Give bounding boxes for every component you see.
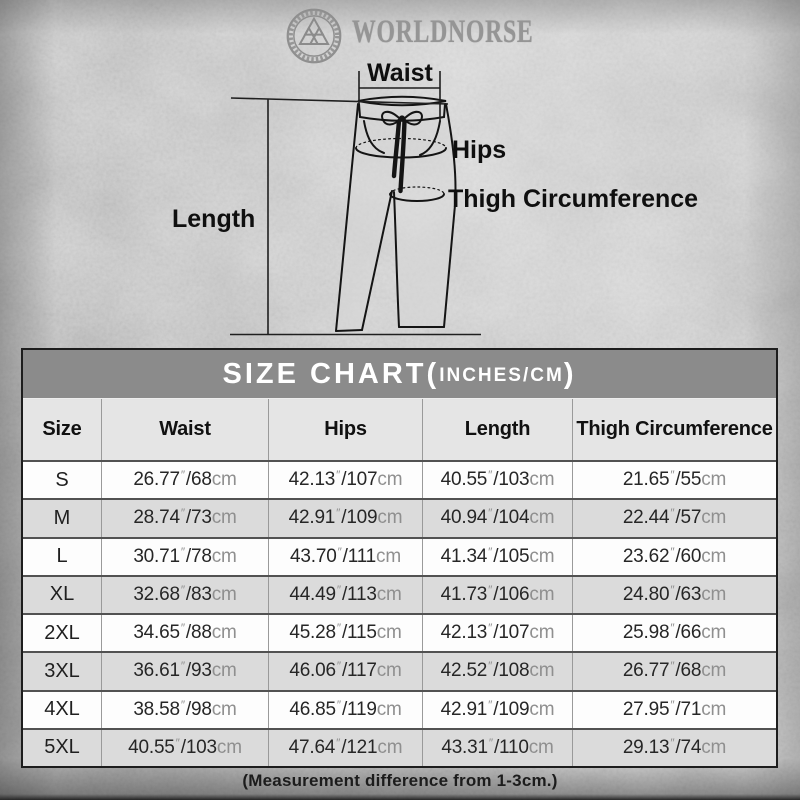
measurement-cell: 42.13 ″/107 cm bbox=[268, 462, 422, 499]
pants-outline bbox=[335, 95, 457, 332]
column-header-thigh: Thigh Circumference bbox=[572, 399, 776, 460]
length-label: Length bbox=[172, 205, 256, 233]
measurement-cell: 40.55 ″/103 cm bbox=[422, 462, 572, 499]
measurement-cell: 28.74 ″/73 cm bbox=[101, 500, 268, 537]
measurement-cell: 47.64 ″/121 cm bbox=[268, 729, 422, 766]
measurement-cell: 27.95 ″/71 cm bbox=[572, 691, 776, 728]
measurement-cell: 42.91 ″/109 cm bbox=[268, 500, 422, 537]
size-chart-title-units: INCHES/CM bbox=[439, 364, 564, 386]
measurement-cell: 29.13 ″/74 cm bbox=[572, 729, 776, 766]
measurement-cell: 40.55 ″/103 cm bbox=[101, 729, 268, 766]
table-header-row: Size Waist Hips Length Thigh Circumferen… bbox=[23, 399, 776, 460]
measurement-cell: 24.80 ″/63 cm bbox=[572, 576, 776, 613]
measurement-cell: 42.13 ″/107 cm bbox=[422, 615, 572, 652]
brand-name: WORLDNORSE bbox=[352, 14, 534, 50]
measurement-cell: 23.62 ″/60 cm bbox=[572, 538, 776, 575]
size-chart-title: SIZE CHART( bbox=[222, 357, 440, 390]
hips-label: Hips bbox=[452, 136, 507, 164]
size-cell: XL bbox=[49, 583, 75, 606]
size-cell: 2XL bbox=[44, 621, 80, 644]
measurement-cell: 40.94 ″/104 cm bbox=[422, 500, 572, 537]
waist-label: Waist bbox=[367, 59, 433, 87]
measurement-cell: 44.49 ″/113 cm bbox=[268, 576, 422, 613]
table-row: 3XL 36.61 ″/93 cm 46.06 ″/117 cm 42.52 ″/108 cm 26… bbox=[23, 651, 776, 690]
column-header-waist: Waist bbox=[101, 399, 268, 460]
valknut-logo-icon bbox=[286, 8, 342, 64]
size-table-body: S 26.77 ″/68 cm 42.13 ″/107 cm 40.55 ″/103 cm 21.6… bbox=[23, 460, 776, 766]
table-row: 5XL 40.55 ″/103 cm 47.64 ″/121 cm 43.31 ″/110 cm 2… bbox=[23, 727, 776, 766]
measurement-cell: 46.85 ″/119 cm bbox=[268, 691, 422, 728]
column-header-size: Size bbox=[42, 418, 82, 440]
table-row: 2XL 34.65 ″/88 cm 45.28 ″/115 cm 42.13 ″/107 cm 25… bbox=[23, 613, 776, 652]
size-cell: 4XL bbox=[44, 698, 80, 721]
table-row: L 30.71 ″/78 cm 43.70 ″/111 cm 41.34 ″/105 cm 23.6… bbox=[23, 536, 776, 575]
column-header-hips: Hips bbox=[268, 399, 422, 460]
column-header-length: Length bbox=[422, 399, 572, 460]
dimension-lines bbox=[230, 71, 481, 336]
measurement-cell: 45.28 ″/115 cm bbox=[268, 615, 422, 652]
thigh-circumference-label: Thigh Circumference bbox=[448, 185, 699, 213]
size-cell: 5XL bbox=[44, 736, 80, 759]
measurement-cell: 42.52 ″/108 cm bbox=[422, 653, 572, 690]
size-chart-table: SIZE CHART( INCHES/CM ) Size Waist Hips … bbox=[21, 348, 778, 768]
table-row: S 26.77 ″/68 cm 42.13 ″/107 cm 40.55 ″/103 cm 21.6… bbox=[23, 460, 776, 499]
measurement-cell: 36.61 ″/93 cm bbox=[101, 653, 268, 690]
measurement-cell: 26.77 ″/68 cm bbox=[101, 462, 268, 499]
size-chart-title-close: ) bbox=[563, 357, 577, 390]
measurement-cell: 42.91 ″/109 cm bbox=[422, 691, 572, 728]
measurement-cell: 26.77 ″/68 cm bbox=[572, 653, 776, 690]
measurement-cell: 38.58 ″/98 cm bbox=[101, 691, 268, 728]
table-row: M 28.74 ″/73 cm 42.91 ″/109 cm 40.94 ″/104 cm 22.4… bbox=[23, 498, 776, 537]
measurement-cell: 34.65 ″/88 cm bbox=[101, 615, 268, 652]
measurement-note: (Measurement difference from 1-3cm.) bbox=[242, 771, 558, 790]
size-cell: 3XL bbox=[44, 659, 80, 682]
size-cell: L bbox=[56, 545, 68, 568]
measurement-cell: 43.31 ″/110 cm bbox=[422, 729, 572, 766]
measurement-cell: 30.71 ″/78 cm bbox=[101, 538, 268, 575]
pants-silhouette bbox=[336, 96, 456, 331]
measurement-cell: 22.44 ″/57 cm bbox=[572, 500, 776, 537]
size-cell: M bbox=[53, 506, 71, 529]
measurement-cell: 46.06 ″/117 cm bbox=[268, 653, 422, 690]
table-row: XL 32.68 ″/83 cm 44.49 ″/113 cm 41.73 ″/106 cm 24.… bbox=[23, 574, 776, 613]
measurement-cell: 43.70 ″/111 cm bbox=[268, 538, 422, 575]
measurement-cell: 32.68 ″/83 cm bbox=[101, 576, 268, 613]
table-row: 4XL 38.58 ″/98 cm 46.85 ″/119 cm 42.91 ″/109 cm 27… bbox=[23, 689, 776, 728]
size-cell: S bbox=[55, 468, 69, 491]
measurement-cell: 25.98 ″/66 cm bbox=[572, 615, 776, 652]
measurement-cell: 21.65 ″/55 cm bbox=[572, 462, 776, 499]
size-chart-title-bar: SIZE CHART( INCHES/CM ) bbox=[23, 350, 776, 399]
measurement-cell: 41.73 ″/106 cm bbox=[422, 576, 572, 613]
measurement-cell: 41.34 ″/105 cm bbox=[422, 538, 572, 575]
